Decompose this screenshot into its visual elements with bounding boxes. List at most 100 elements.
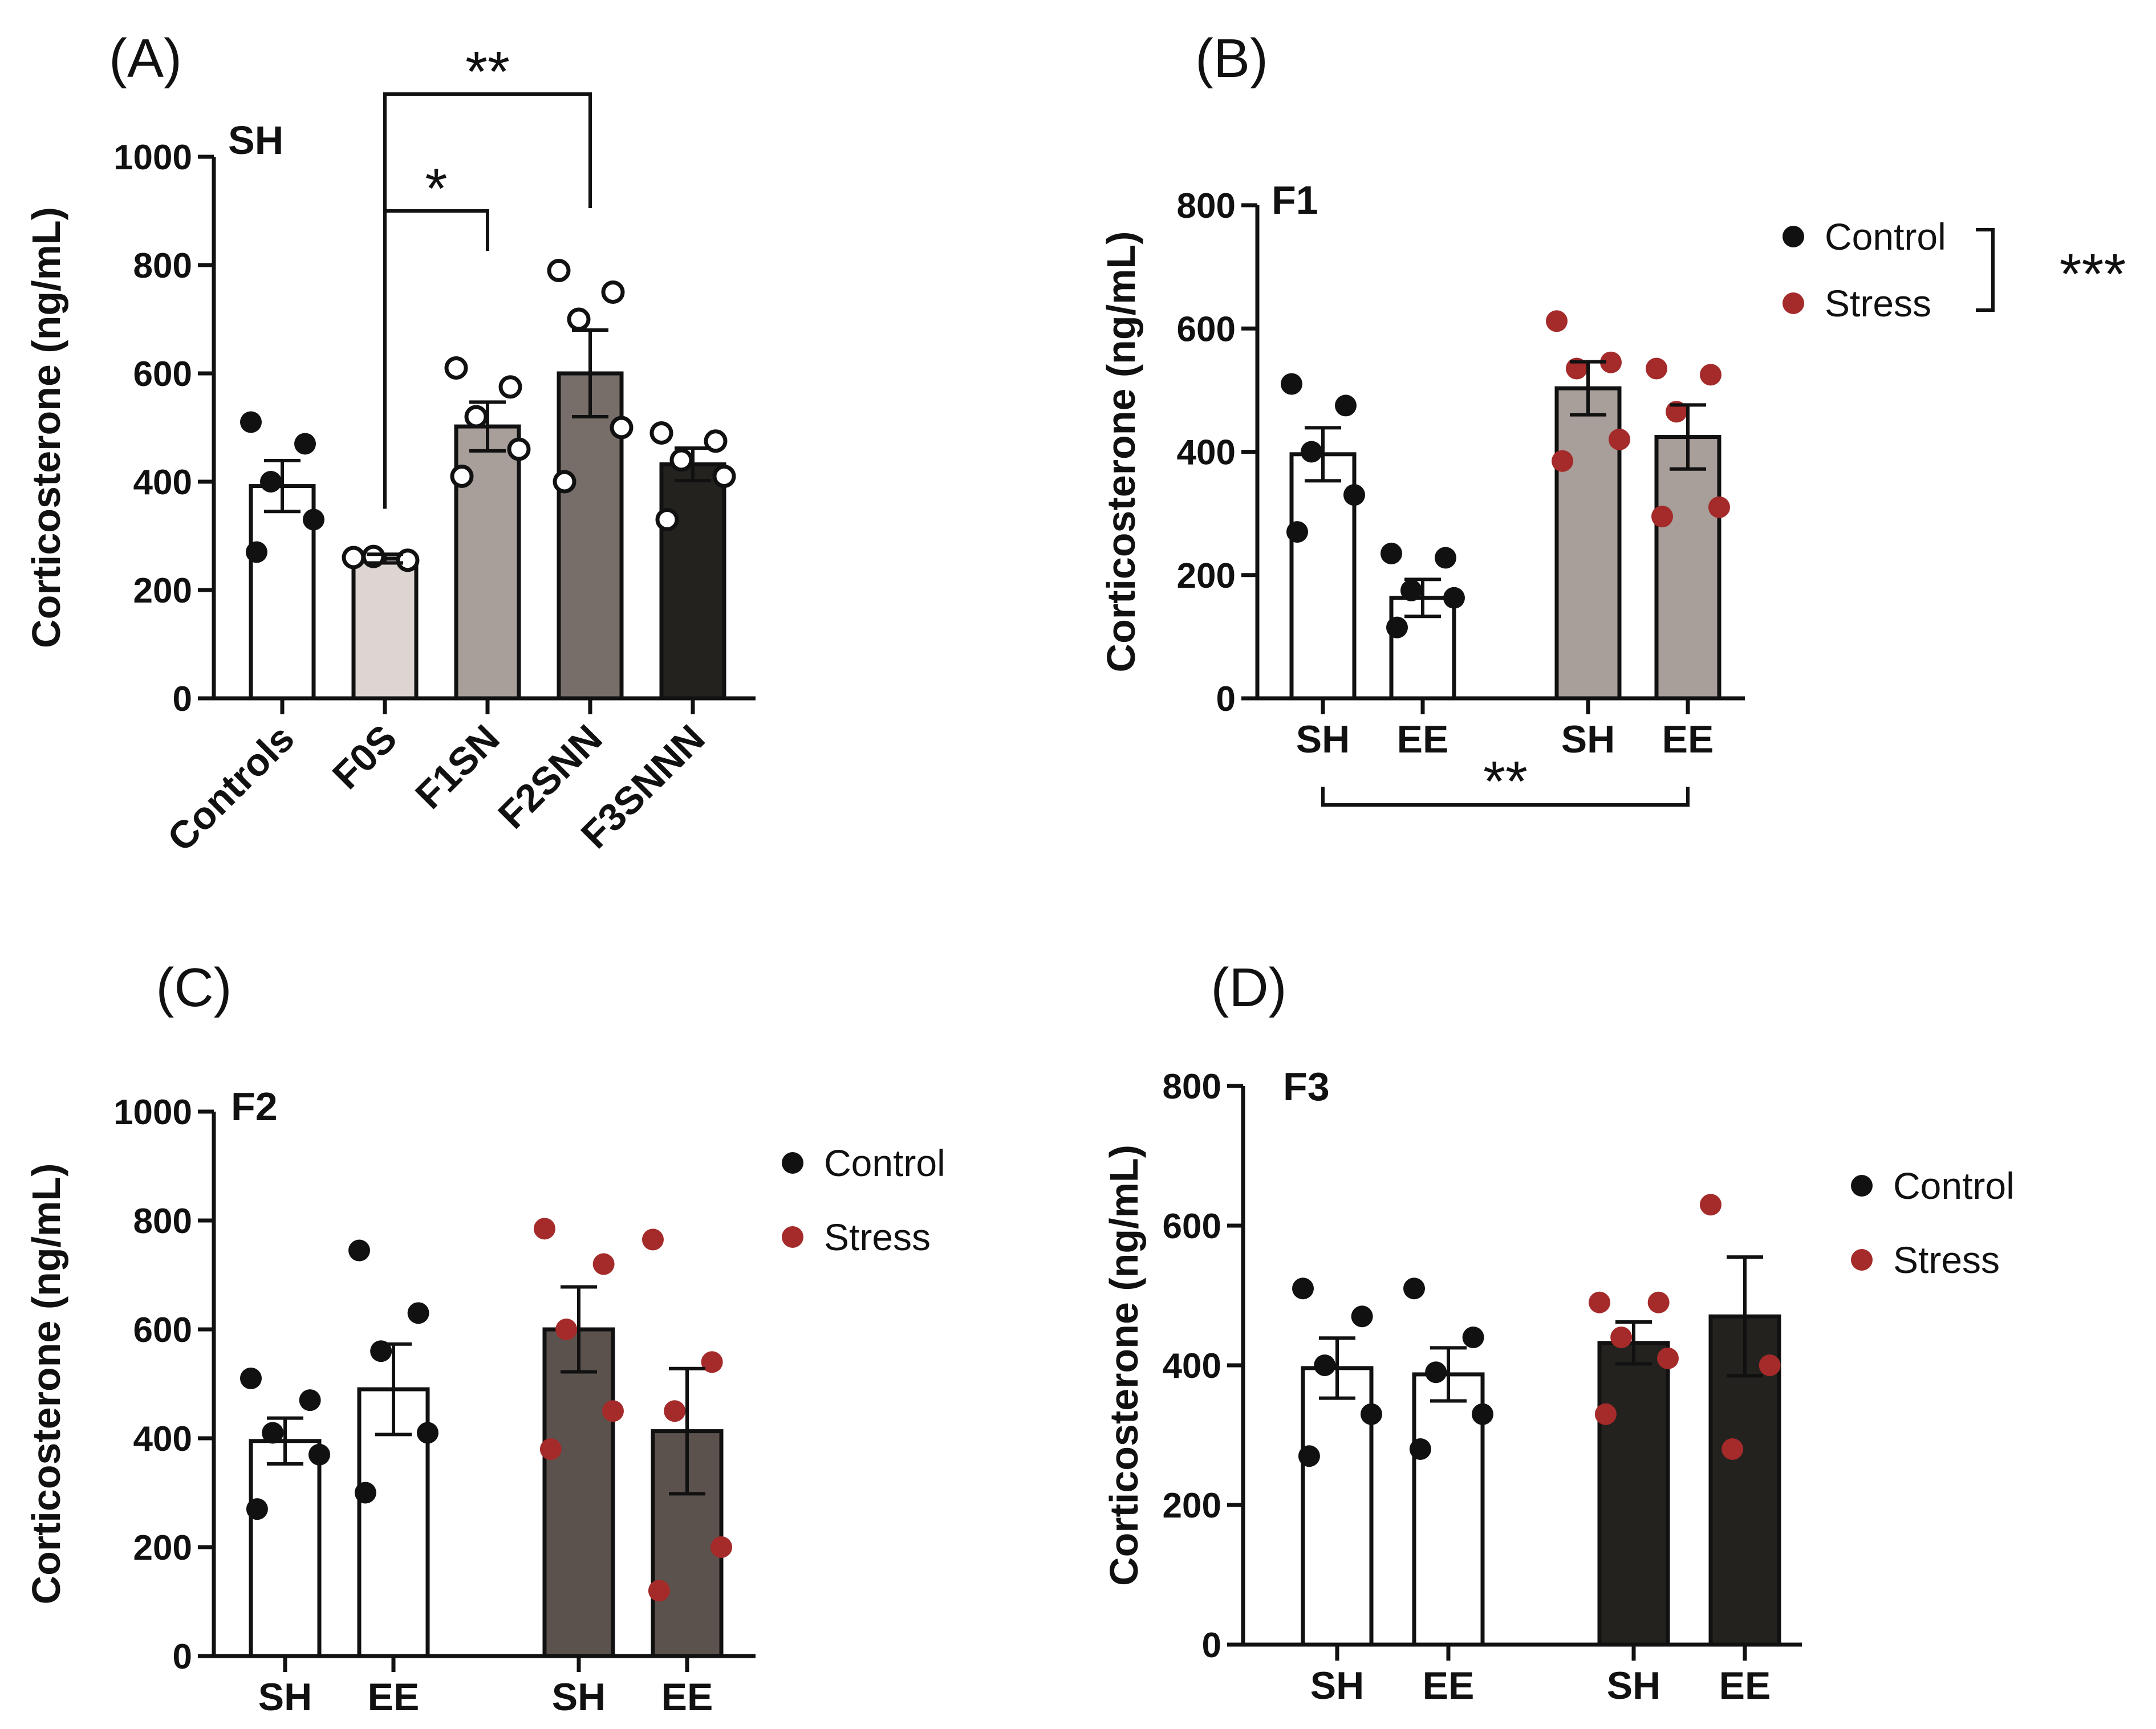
legend-label-control: Control	[1825, 215, 1946, 258]
data-point	[354, 1482, 376, 1504]
data-point	[407, 1302, 429, 1324]
data-point	[664, 1400, 686, 1422]
y-tick-label: 400	[133, 1419, 192, 1459]
data-point	[1425, 1361, 1447, 1384]
data-point	[701, 1351, 723, 1373]
data-point	[1657, 1347, 1679, 1369]
data-point	[555, 1319, 578, 1340]
x-tick-label: F1SN	[407, 717, 508, 817]
data-point	[1700, 1194, 1721, 1216]
panel-label: (C)	[156, 957, 232, 1018]
data-point	[547, 259, 571, 282]
legend-label-stress: Stress	[1893, 1239, 2000, 1281]
data-point	[1400, 579, 1422, 601]
data-point	[1646, 357, 1667, 380]
y-tick-label: 600	[1163, 1207, 1221, 1246]
legend-label-stress: Stress	[824, 1216, 931, 1258]
data-point	[1403, 1278, 1425, 1300]
data-point	[444, 356, 468, 380]
data-point	[1647, 1291, 1670, 1313]
chart-panel-0: (A) SH Corticosterone (ng/mL) 0 200 400 600 800…	[24, 28, 756, 860]
bar	[1412, 1372, 1485, 1647]
data-point	[348, 1239, 370, 1262]
x-tick-label: SH	[1561, 718, 1615, 761]
data-point	[1386, 616, 1408, 638]
chart-panel-2: (C) F2 Corticosterone (ng/mL) 0 200 400 600 800…	[24, 957, 945, 1719]
data-point	[240, 411, 262, 433]
x-tick-label: EE	[661, 1675, 713, 1719]
significance-bracket	[383, 92, 592, 211]
panel-label: (A)	[109, 28, 182, 89]
legend-marker-control	[1783, 226, 1804, 247]
data-point	[669, 448, 693, 472]
legend-marker-stress	[782, 1226, 803, 1248]
y-tick-label: 0	[1216, 680, 1236, 719]
bar	[249, 1439, 322, 1658]
data-point	[1759, 1354, 1781, 1376]
y-axis-title: Corticosterone (ng/mL)	[1102, 1145, 1146, 1586]
bar	[659, 462, 726, 701]
data-point	[1281, 373, 1302, 395]
bar	[1301, 1366, 1374, 1647]
data-point	[299, 1389, 321, 1411]
data-point	[592, 1253, 615, 1275]
y-tick-label: 800	[1163, 1067, 1221, 1106]
y-tick-label: 200	[133, 1528, 192, 1568]
significance-label: *	[425, 157, 448, 221]
data-point	[1589, 1291, 1610, 1313]
data-point	[1343, 484, 1365, 506]
y-tick-label: 400	[133, 463, 192, 502]
y-tick-label: 600	[133, 1311, 192, 1350]
significance-label: ***	[2060, 242, 2126, 306]
data-point	[642, 1228, 664, 1251]
data-point	[1721, 1438, 1744, 1460]
data-point	[539, 1438, 562, 1461]
x-tick-label: EE	[1423, 1664, 1475, 1707]
y-tick-label: 0	[1202, 1626, 1221, 1665]
legend-label-control: Control	[1893, 1165, 2015, 1207]
data-point	[308, 1443, 330, 1466]
data-point	[567, 307, 591, 331]
data-point	[294, 433, 316, 455]
data-point	[1298, 1445, 1320, 1467]
data-point	[1435, 547, 1456, 569]
data-point	[262, 1422, 284, 1444]
chart-subtitle: SH	[228, 118, 283, 162]
data-point	[1381, 542, 1402, 564]
data-point	[464, 405, 488, 429]
data-point	[610, 416, 634, 440]
data-point	[1314, 1354, 1336, 1376]
y-axis-title: Corticosterone (ng/mL)	[24, 207, 68, 648]
data-point	[1708, 496, 1730, 518]
chart-subtitle: F2	[231, 1084, 278, 1129]
data-point	[712, 465, 736, 488]
data-point	[1351, 1305, 1373, 1328]
x-tick-label: SH	[1296, 718, 1350, 761]
data-point	[1552, 450, 1573, 472]
y-tick-label: 800	[133, 1202, 192, 1241]
x-tick-label: EE	[1397, 718, 1449, 761]
legend-significance-bracket	[1976, 228, 1995, 312]
legend-label-control: Control	[824, 1142, 945, 1184]
data-point	[601, 280, 625, 304]
data-point	[507, 437, 531, 461]
significance-bracket	[383, 209, 489, 509]
y-tick-label: 800	[1177, 186, 1236, 226]
y-tick-label: 1000	[113, 138, 192, 177]
y-axis-title: Corticosterone (ng/mL)	[1099, 231, 1143, 673]
data-point	[704, 429, 728, 453]
data-point	[246, 1498, 268, 1520]
data-point	[417, 1422, 438, 1444]
chart-subtitle: F3	[1283, 1064, 1330, 1109]
y-tick-label: 400	[1163, 1346, 1221, 1386]
data-point	[240, 1367, 262, 1389]
legend-marker-control	[1851, 1175, 1873, 1197]
y-tick-label: 200	[133, 571, 192, 611]
data-point	[1609, 428, 1630, 450]
y-tick-label: 600	[133, 355, 192, 394]
data-point	[1472, 1403, 1493, 1425]
x-tick-label: SH	[1310, 1664, 1364, 1707]
data-point	[1700, 364, 1721, 386]
x-tick-label: SH	[552, 1675, 606, 1719]
legend-marker-control	[782, 1152, 803, 1174]
